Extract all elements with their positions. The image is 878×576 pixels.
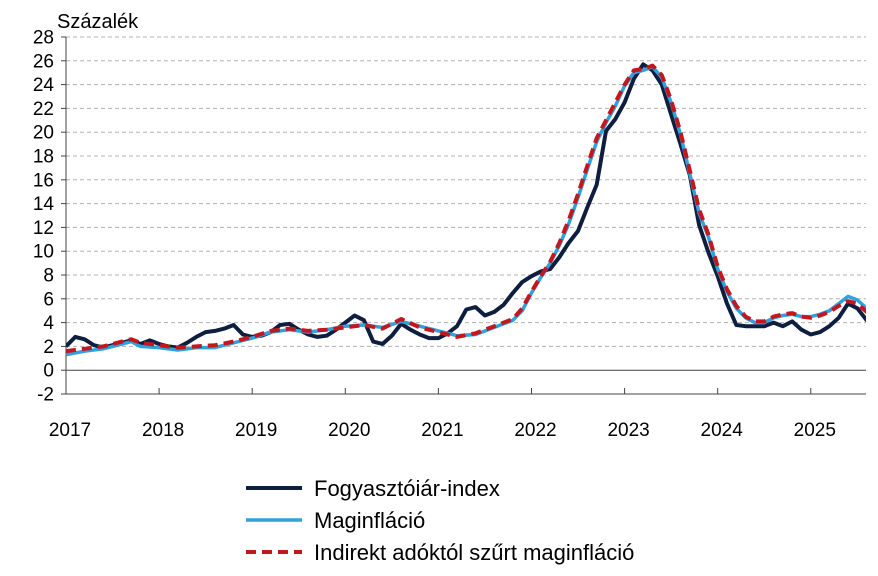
legend: Fogyasztóiár-index Maginfláció Indirekt ad… <box>246 476 634 565</box>
y-tick-label: 16 <box>33 170 54 191</box>
x-tick-label: 2019 <box>235 420 277 441</box>
series-lines <box>66 62 866 357</box>
x-tick-label: 2023 <box>607 420 649 441</box>
x-tick-label: 2020 <box>328 420 370 441</box>
y-tick-label: 4 <box>43 313 54 334</box>
legend-label-1: Fogyasztóiár-index <box>314 476 500 501</box>
series-line-3 <box>66 63 866 354</box>
y-tick-label: 0 <box>43 361 54 382</box>
y-tick-label: 6 <box>43 289 54 310</box>
y-tick-label: 26 <box>33 51 54 72</box>
series-line-1 <box>66 62 866 350</box>
y-tick-label: 24 <box>33 75 55 96</box>
y-tick-label: 22 <box>33 99 54 120</box>
x-tick-label: 2022 <box>514 420 556 441</box>
legend-label-3: Indirekt adóktól szűrt maginfláció <box>314 540 634 565</box>
y-tick-label: 2 <box>43 337 54 358</box>
x-axis-ticks: 2017 2018 2019 2020 2021 2022 2023 2024 2025 <box>49 388 836 441</box>
y-tick-label: 18 <box>33 147 54 168</box>
y-tick-label: 12 <box>33 218 54 239</box>
y-tick-label: 14 <box>33 194 55 215</box>
y-tick-label: 28 <box>33 28 54 49</box>
x-tick-label: 2024 <box>701 420 744 441</box>
x-tick-label: 2017 <box>49 420 91 441</box>
y-tick-label: 8 <box>43 266 54 287</box>
y-tick-label: -2 <box>37 385 54 406</box>
y-tick-label: 10 <box>33 242 54 263</box>
x-tick-label: 2025 <box>794 420 836 441</box>
series-line-2 <box>66 65 866 357</box>
axes <box>65 37 866 395</box>
y-tick-label: 20 <box>33 123 54 144</box>
x-tick-label: 2021 <box>421 420 463 441</box>
x-tick-label: 2018 <box>142 420 184 441</box>
legend-label-2: Maginfláció <box>314 508 425 533</box>
gridlines <box>66 36 866 395</box>
y-axis-label: Százalék <box>57 11 139 33</box>
